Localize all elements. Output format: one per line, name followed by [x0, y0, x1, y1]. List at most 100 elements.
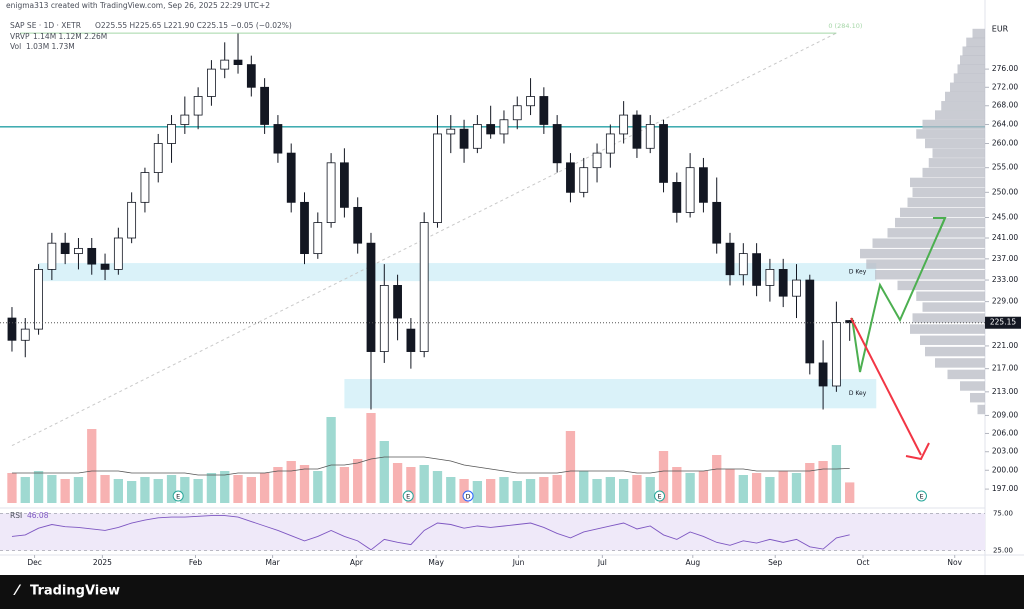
volume-bar — [193, 479, 203, 503]
candle-body — [433, 133, 442, 223]
x-tick-label: Jul — [597, 558, 607, 567]
red-arrow — [850, 317, 922, 456]
candle-body — [552, 124, 562, 164]
vrvp-bar — [960, 381, 985, 391]
candle-body — [313, 222, 323, 255]
event-marker — [654, 490, 666, 502]
candle-body — [805, 279, 815, 364]
candle-body — [207, 68, 216, 97]
volume-bar — [60, 479, 70, 503]
candle-body — [34, 269, 43, 330]
vrvp-bar — [947, 369, 985, 380]
vrvp-bar — [935, 110, 985, 120]
vrvp-bar — [910, 324, 985, 334]
vrvp-values: 1.14M 1.12M 2.26M — [33, 32, 107, 41]
price-label: 225.15 — [990, 318, 1016, 327]
vrvp-bar — [912, 313, 985, 323]
vrvp-bar — [925, 138, 985, 149]
candle-body — [738, 253, 748, 276]
candle-body — [579, 167, 589, 193]
y-tick-label: 200.00 — [992, 465, 1018, 474]
vrvp-bar — [922, 119, 985, 130]
y-tick-label: 264.00 — [992, 119, 1018, 128]
volume-bar — [206, 473, 217, 503]
candle-body — [140, 172, 150, 203]
footer-logo: ⁄ — [13, 583, 22, 599]
volume-bar — [299, 465, 310, 503]
candle-body — [685, 167, 695, 213]
rsi-name: RSI — [10, 511, 22, 520]
volume-bar — [432, 471, 443, 503]
candle-body — [153, 143, 163, 173]
volume-bar — [100, 475, 110, 503]
candle-body — [499, 119, 509, 135]
volume-bar — [406, 467, 416, 503]
volume-bar — [778, 471, 788, 503]
y-tick-label: 255.00 — [992, 163, 1018, 172]
volume-bar — [539, 477, 549, 503]
candle-body — [792, 279, 801, 297]
candle-body — [300, 201, 309, 255]
vrvp-name: VRVP — [10, 32, 30, 41]
vrvp-bar — [950, 82, 985, 93]
y-tick-label: 221.00 — [992, 341, 1018, 350]
event-label: E — [919, 493, 923, 501]
volume-bar — [7, 473, 17, 503]
volume-bar — [47, 475, 57, 503]
vrvp-bar — [860, 248, 985, 259]
volume-bar — [233, 475, 243, 503]
vrvp-bar — [887, 228, 985, 238]
volume-bar — [725, 469, 735, 503]
volume-bar — [499, 477, 509, 503]
candle-body — [778, 269, 788, 297]
volume-bar — [273, 467, 283, 503]
volume-bar — [738, 475, 748, 503]
candle-body — [725, 242, 735, 276]
event-marker — [402, 490, 414, 502]
vrvp-bar — [928, 158, 985, 168]
candle-body — [286, 152, 296, 203]
vrvp-bar — [916, 129, 985, 139]
volume-bar — [446, 477, 456, 503]
event-label: E — [406, 493, 410, 501]
candle-body — [406, 328, 416, 352]
vrvp-bar — [916, 291, 985, 301]
candle-body — [20, 328, 30, 341]
candle-body — [233, 59, 243, 66]
event-label: D — [466, 493, 471, 501]
vrvp-bar — [970, 392, 985, 403]
vrvp-bar — [966, 37, 985, 48]
vol-values: 1.03M 1.73M — [26, 42, 75, 51]
x-tick-label: Nov — [947, 558, 962, 567]
volume-bar — [645, 477, 655, 503]
x-tick-label: Aug — [685, 558, 700, 567]
rsi-tick-label: 75.00 — [993, 509, 1013, 517]
volume-bar — [166, 475, 177, 503]
candle-body — [87, 247, 97, 265]
candle-body — [260, 86, 270, 125]
vrvp-bar — [957, 64, 985, 74]
x-tick-label: Oct — [857, 558, 870, 567]
candle-body — [273, 124, 283, 154]
candle-body — [512, 105, 522, 121]
candle-body — [659, 124, 668, 183]
y-tick-label: 197.00 — [992, 484, 1018, 493]
volume-bar — [33, 471, 44, 503]
y-tick-label: 237.00 — [992, 254, 1018, 263]
y-tick-label: 209.00 — [992, 410, 1018, 419]
candle-body — [539, 96, 549, 125]
volume-bar — [313, 471, 323, 503]
volume-bar — [512, 481, 522, 503]
fib-trend — [11, 32, 837, 447]
x-tick-label: 2025 — [93, 558, 112, 567]
candle-body — [167, 124, 176, 144]
volume-bar — [605, 477, 615, 503]
volume-ma — [11, 456, 850, 476]
candle-body — [752, 253, 761, 286]
y-tick-label: 217.00 — [992, 364, 1018, 373]
x-tick-label: Mar — [266, 558, 281, 567]
volume-bar — [698, 471, 709, 503]
vrvp-bar — [900, 207, 985, 218]
y-tick-label: 245.00 — [992, 213, 1018, 222]
volume-bar — [685, 473, 695, 503]
